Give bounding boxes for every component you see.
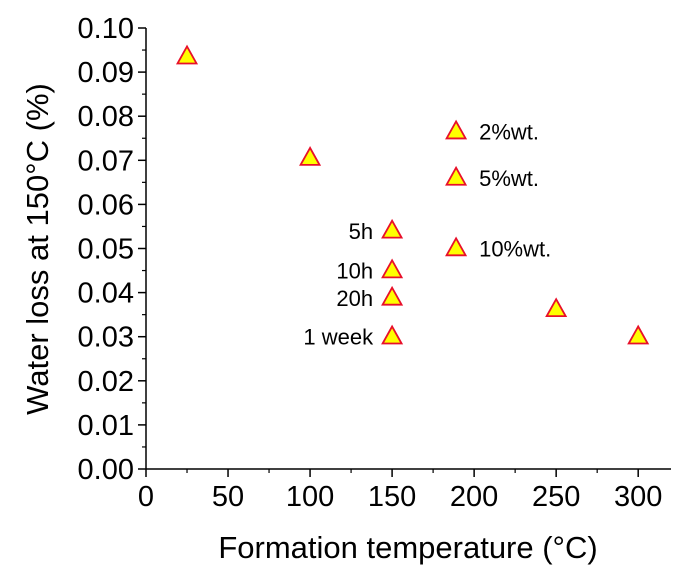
data-point: [545, 297, 568, 318]
point-label: 1 week: [303, 325, 374, 350]
y-tick-label: 0.08: [78, 101, 134, 133]
y-tick-label: 0.09: [78, 57, 134, 89]
point-label: 20h: [336, 286, 373, 311]
data-point: [175, 44, 199, 65]
x-tick-label: 0: [138, 481, 154, 513]
y-tick-label: 0.00: [78, 454, 134, 486]
y-axis-title: Water loss at 150°C (%): [20, 83, 55, 415]
x-tick-label: 250: [532, 481, 580, 513]
point-label: 10%wt.: [479, 237, 551, 262]
x-tick-label: 300: [614, 481, 662, 513]
data-point: [445, 236, 468, 257]
y-tick-label: 0.07: [78, 145, 134, 177]
point-label: 2%wt.: [479, 120, 539, 145]
point-label: 10h: [336, 259, 373, 284]
y-tick-label: 0.03: [78, 322, 134, 354]
data-point: [381, 324, 404, 345]
y-tick-label: 0.01: [78, 410, 134, 442]
y-tick-label: 0.05: [78, 234, 134, 266]
data-points: [175, 44, 650, 345]
axis-ticks: 0.00 0.01 0.02 0.03 0.04 0.05 0.06 0.07 0.08 0.09…: [78, 13, 663, 513]
x-tick-label: 200: [450, 481, 498, 513]
data-point: [381, 285, 404, 306]
y-tick-label: 0.10: [78, 13, 134, 45]
y-tick-label: 0.02: [78, 366, 134, 398]
data-point: [627, 324, 650, 345]
data-point: [445, 165, 468, 186]
data-point: [381, 258, 404, 279]
x-axis-title: Formation temperature (°C): [218, 530, 597, 565]
y-tick-label: 0.04: [78, 278, 134, 310]
data-point: [381, 218, 404, 239]
y-tick-label: 0.06: [78, 189, 134, 221]
point-label: 5%wt.: [479, 166, 539, 191]
data-point: [445, 119, 468, 140]
x-tick-label: 100: [286, 481, 334, 513]
axes: [145, 28, 671, 470]
point-label: 5h: [349, 219, 373, 244]
x-tick-label: 150: [368, 481, 416, 513]
data-point: [299, 146, 322, 166]
x-tick-label: 50: [212, 481, 244, 513]
